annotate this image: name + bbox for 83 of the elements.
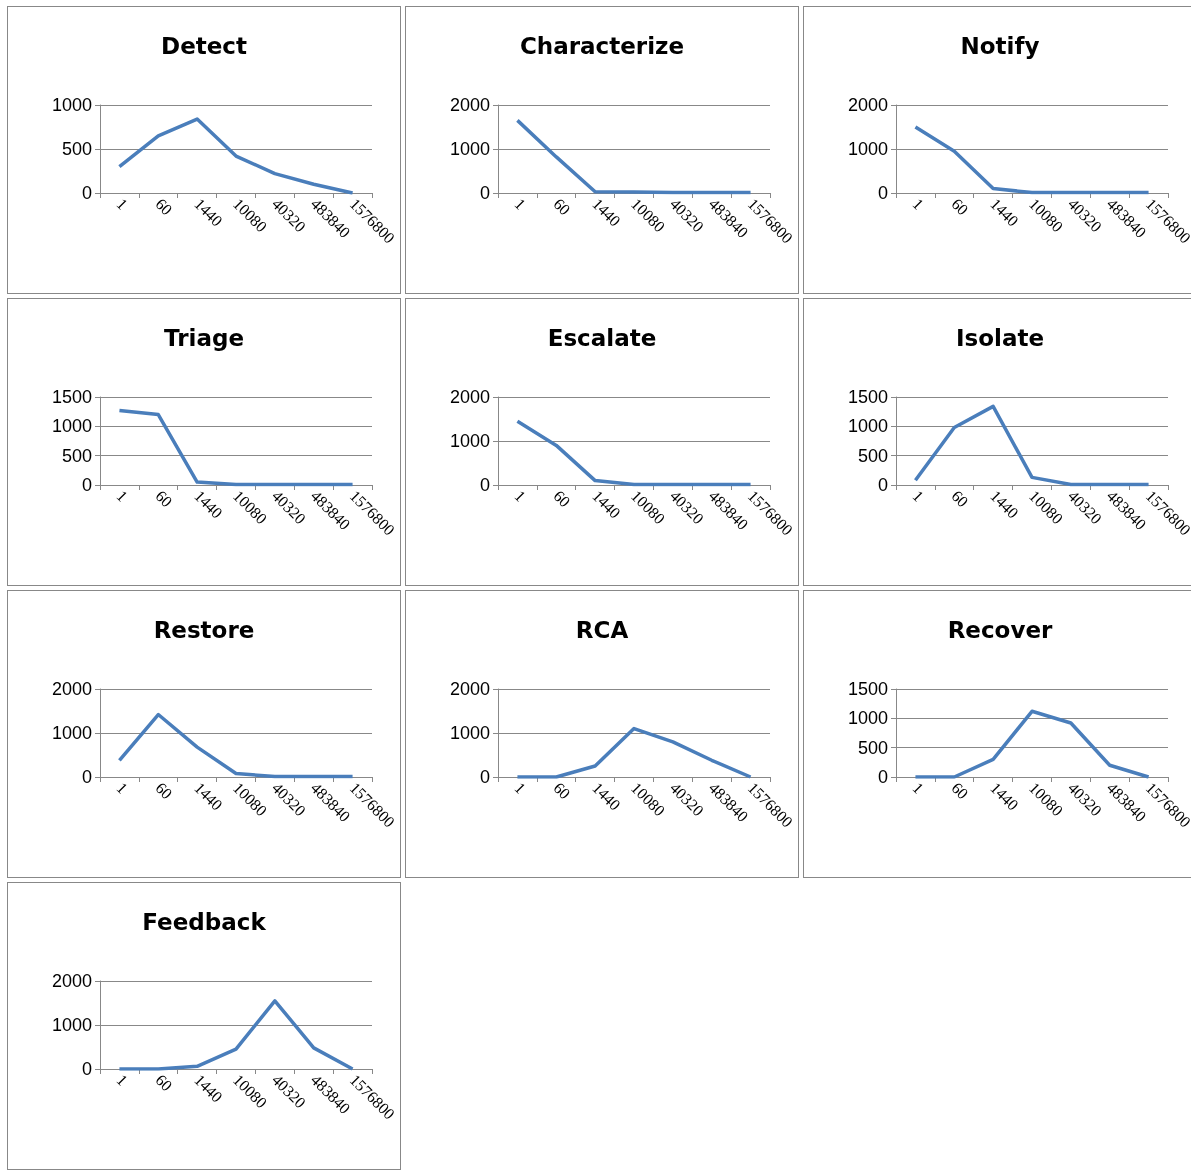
x-tick-label: 1440 xyxy=(987,486,1022,522)
y-tick-label: 2000 xyxy=(847,95,888,115)
line-series xyxy=(515,726,753,779)
line-series xyxy=(515,118,753,195)
x-tick-label: 60 xyxy=(948,486,972,511)
y-tick-label: 0 xyxy=(877,475,888,495)
x-tick-label: 60 xyxy=(948,778,972,803)
y-tick-label: 1000 xyxy=(51,1015,92,1035)
x-tick-label: 60 xyxy=(550,486,574,511)
x-tick-label: 1 xyxy=(909,778,928,797)
y-tick-label: 1000 xyxy=(51,723,92,743)
y-tick-label: 0 xyxy=(877,183,888,203)
line-series xyxy=(117,999,355,1071)
chart-title: Feedback xyxy=(142,908,267,935)
x-tick-label: 1440 xyxy=(987,194,1022,230)
x-tick-label: 1440 xyxy=(589,778,624,814)
line-series xyxy=(117,712,355,779)
y-tick-label: 2000 xyxy=(51,679,92,699)
x-tick-label: 1440 xyxy=(191,194,226,230)
x-tick-label: 1440 xyxy=(589,194,624,230)
chart-title: Characterize xyxy=(519,32,685,59)
line-series xyxy=(913,125,1151,195)
x-tick-label: 1440 xyxy=(589,486,624,522)
y-tick-label: 1500 xyxy=(51,387,92,407)
chart-title: Escalate xyxy=(547,324,657,351)
line-series xyxy=(117,408,355,487)
x-tick-label: 1 xyxy=(511,778,530,797)
x-tick-label: 60 xyxy=(152,486,176,511)
x-tick-label: 60 xyxy=(152,194,176,219)
y-tick-label: 1500 xyxy=(847,387,888,407)
chart-title: Triage xyxy=(164,324,244,351)
x-tick-label: 1 xyxy=(113,486,132,505)
y-tick-label: 500 xyxy=(61,139,92,159)
y-tick-label: 1000 xyxy=(51,95,92,115)
y-tick-label: 1000 xyxy=(847,416,888,437)
y-tick-label: 500 xyxy=(857,445,888,466)
y-tick-label: 1500 xyxy=(847,679,888,699)
y-tick-label: 0 xyxy=(81,475,92,495)
x-tick-label: 60 xyxy=(550,778,574,803)
chart-title: RCA xyxy=(575,616,629,643)
y-tick-label: 0 xyxy=(81,1059,92,1079)
line-series xyxy=(913,404,1151,487)
y-tick-label: 1000 xyxy=(847,708,888,729)
y-tick-label: 1000 xyxy=(449,431,490,451)
line-series xyxy=(117,117,355,195)
x-tick-label: 60 xyxy=(948,194,972,219)
y-tick-label: 0 xyxy=(479,475,490,495)
x-tick-label: 1 xyxy=(113,1070,132,1089)
x-tick-label: 1440 xyxy=(191,486,226,522)
x-tick-label: 1 xyxy=(909,486,928,505)
y-tick-label: 500 xyxy=(857,737,888,758)
x-tick-label: 1 xyxy=(113,778,132,797)
chart-title: Notify xyxy=(960,32,1040,59)
x-tick-label: 60 xyxy=(152,1070,176,1095)
y-tick-label: 2000 xyxy=(449,679,490,699)
y-tick-label: 0 xyxy=(877,767,888,787)
chart-title: Restore xyxy=(153,616,255,643)
y-tick-label: 2000 xyxy=(449,387,490,407)
x-tick-label: 1 xyxy=(113,194,132,213)
y-tick-label: 500 xyxy=(61,445,92,466)
y-tick-label: 2000 xyxy=(51,971,92,991)
x-tick-label: 1 xyxy=(511,486,530,505)
x-tick-label: 1 xyxy=(909,194,928,213)
x-tick-label: 1 xyxy=(511,194,530,213)
chart-title: Isolate xyxy=(955,324,1045,351)
x-tick-label: 1440 xyxy=(987,778,1022,814)
x-tick-label: 1440 xyxy=(191,1070,226,1106)
y-tick-label: 1000 xyxy=(847,139,888,159)
chart-title: Detect xyxy=(161,32,247,59)
y-tick-label: 0 xyxy=(81,183,92,203)
x-tick-label: 60 xyxy=(152,778,176,803)
line-series xyxy=(515,419,753,487)
y-tick-label: 2000 xyxy=(449,95,490,115)
y-tick-label: 0 xyxy=(479,767,490,787)
y-tick-label: 1000 xyxy=(51,416,92,437)
y-tick-label: 0 xyxy=(479,183,490,203)
line-series xyxy=(913,709,1151,779)
x-tick-label: 1440 xyxy=(191,778,226,814)
y-tick-label: 1000 xyxy=(449,723,490,743)
y-tick-label: 0 xyxy=(81,767,92,787)
y-tick-label: 1000 xyxy=(449,139,490,159)
x-tick-label: 60 xyxy=(550,194,574,219)
chart-title: Recover xyxy=(947,616,1053,643)
